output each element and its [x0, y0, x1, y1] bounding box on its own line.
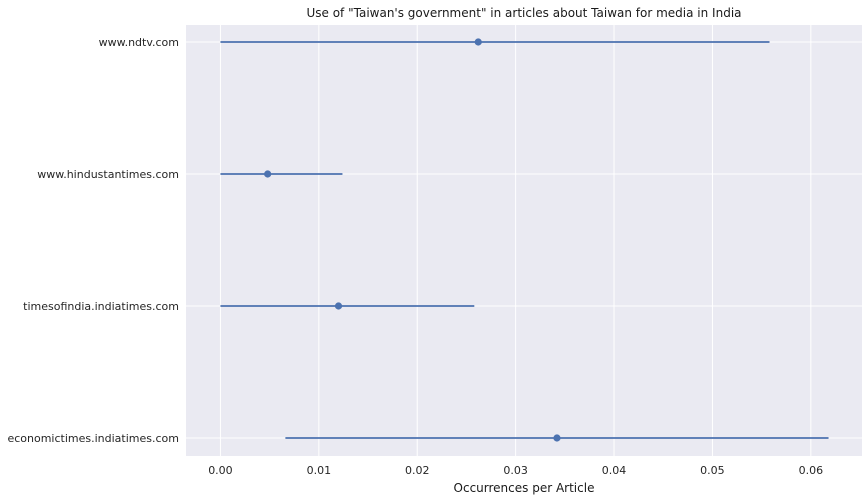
y-tick-labels: www.ndtv.com www.hindustantimes.com timeso… [7, 36, 179, 445]
x-axis-label: Occurrences per Article [454, 481, 595, 495]
data-point [474, 38, 482, 46]
data-point [264, 170, 272, 178]
data-point [553, 434, 561, 442]
y-tick-label: economictimes.indiatimes.com [7, 432, 179, 445]
data-marks [220, 38, 829, 442]
plot-background [186, 25, 862, 456]
x-tick-label: 0.04 [602, 464, 627, 477]
x-tick-label: 0.03 [503, 464, 528, 477]
x-tick-label: 0.02 [405, 464, 430, 477]
data-point [334, 302, 343, 310]
x-tick-labels: 0.00 0.01 0.02 0.03 0.04 0.05 0.06 [208, 464, 823, 477]
x-tick-label: 0.01 [307, 464, 332, 477]
x-tick-label: 0.00 [208, 464, 233, 477]
y-tick-label: timesofindia.indiatimes.com [23, 300, 179, 313]
y-tick-label: www.ndtv.com [99, 36, 179, 49]
y-tick-label: www.hindustantimes.com [37, 168, 179, 181]
x-tick-label: 0.06 [799, 464, 824, 477]
chart-title: Use of "Taiwan's government" in articles… [306, 6, 741, 20]
x-tick-label: 0.05 [700, 464, 725, 477]
